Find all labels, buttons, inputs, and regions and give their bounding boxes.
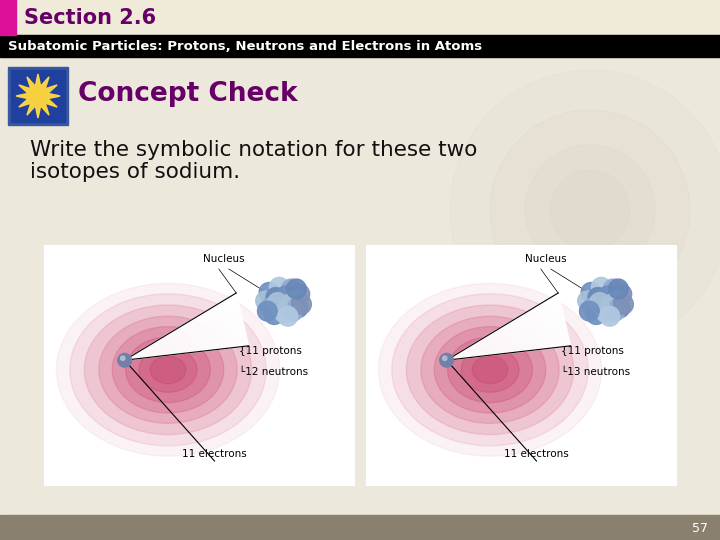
Circle shape <box>268 293 287 313</box>
Ellipse shape <box>84 305 252 435</box>
Circle shape <box>612 284 631 304</box>
Circle shape <box>440 353 454 367</box>
Bar <box>366 245 676 485</box>
Ellipse shape <box>379 284 602 456</box>
Circle shape <box>607 291 626 311</box>
Ellipse shape <box>420 316 559 423</box>
Circle shape <box>490 110 690 310</box>
Circle shape <box>443 356 447 361</box>
Text: {11 protons: {11 protons <box>239 346 302 356</box>
Polygon shape <box>16 74 60 118</box>
Circle shape <box>583 298 603 318</box>
Ellipse shape <box>139 347 197 392</box>
Bar <box>8 67 68 125</box>
Text: 11 electrons: 11 electrons <box>182 449 247 458</box>
Text: Nucleus: Nucleus <box>525 254 567 264</box>
Circle shape <box>266 288 286 307</box>
Circle shape <box>603 279 623 299</box>
Ellipse shape <box>112 327 224 413</box>
Circle shape <box>290 284 310 304</box>
Circle shape <box>593 296 613 316</box>
Circle shape <box>258 301 277 321</box>
Text: 11 electrons: 11 electrons <box>504 449 569 458</box>
Circle shape <box>279 294 300 314</box>
Circle shape <box>284 291 305 311</box>
Circle shape <box>608 279 629 299</box>
Circle shape <box>605 301 625 321</box>
Polygon shape <box>125 293 248 360</box>
Circle shape <box>118 353 132 367</box>
Text: {11 protons: {11 protons <box>562 346 624 356</box>
Circle shape <box>283 301 303 321</box>
Circle shape <box>271 296 291 316</box>
Text: └13 neutrons: └13 neutrons <box>562 367 631 377</box>
Ellipse shape <box>461 347 519 392</box>
Circle shape <box>581 282 601 302</box>
Circle shape <box>577 291 598 311</box>
Text: 57: 57 <box>692 522 708 535</box>
Ellipse shape <box>150 356 186 383</box>
Circle shape <box>276 286 296 306</box>
Circle shape <box>120 356 125 361</box>
Ellipse shape <box>472 356 508 383</box>
Circle shape <box>264 305 284 325</box>
Circle shape <box>259 282 279 302</box>
Text: Section 2.6: Section 2.6 <box>24 8 156 28</box>
Circle shape <box>588 288 608 307</box>
Ellipse shape <box>99 316 237 423</box>
Bar <box>0 0 16 35</box>
Circle shape <box>282 279 301 299</box>
Text: Write the symbolic notation for these two: Write the symbolic notation for these tw… <box>30 140 477 160</box>
Text: Nucleus: Nucleus <box>203 254 245 264</box>
Circle shape <box>292 294 311 314</box>
Circle shape <box>580 301 599 321</box>
Ellipse shape <box>448 337 532 403</box>
Circle shape <box>287 279 306 299</box>
Ellipse shape <box>125 337 210 403</box>
Polygon shape <box>16 74 60 118</box>
Circle shape <box>598 286 618 306</box>
Bar <box>44 245 354 485</box>
Polygon shape <box>446 293 571 360</box>
Text: Subatomic Particles: Protons, Neutrons and Electrons in Atoms: Subatomic Particles: Protons, Neutrons a… <box>8 39 482 52</box>
Ellipse shape <box>392 294 588 446</box>
Circle shape <box>274 303 294 323</box>
Circle shape <box>288 298 308 318</box>
Circle shape <box>613 294 634 314</box>
Text: Concept Check: Concept Check <box>78 81 297 107</box>
Circle shape <box>591 278 611 297</box>
Bar <box>0 515 720 540</box>
Ellipse shape <box>406 305 574 435</box>
Circle shape <box>596 303 616 323</box>
Circle shape <box>602 294 621 314</box>
Bar <box>0 0 720 35</box>
Circle shape <box>610 298 630 318</box>
Circle shape <box>256 291 276 311</box>
Bar <box>0 35 720 57</box>
Circle shape <box>590 293 609 313</box>
Text: └12 neutrons: └12 neutrons <box>239 367 308 377</box>
Ellipse shape <box>434 327 546 413</box>
Circle shape <box>586 305 606 325</box>
Circle shape <box>278 306 297 326</box>
Text: isotopes of sodium.: isotopes of sodium. <box>30 162 240 182</box>
Ellipse shape <box>56 284 279 456</box>
Ellipse shape <box>70 294 266 446</box>
Bar <box>11 70 65 122</box>
Circle shape <box>600 306 620 326</box>
Circle shape <box>261 298 281 318</box>
Circle shape <box>269 278 289 297</box>
